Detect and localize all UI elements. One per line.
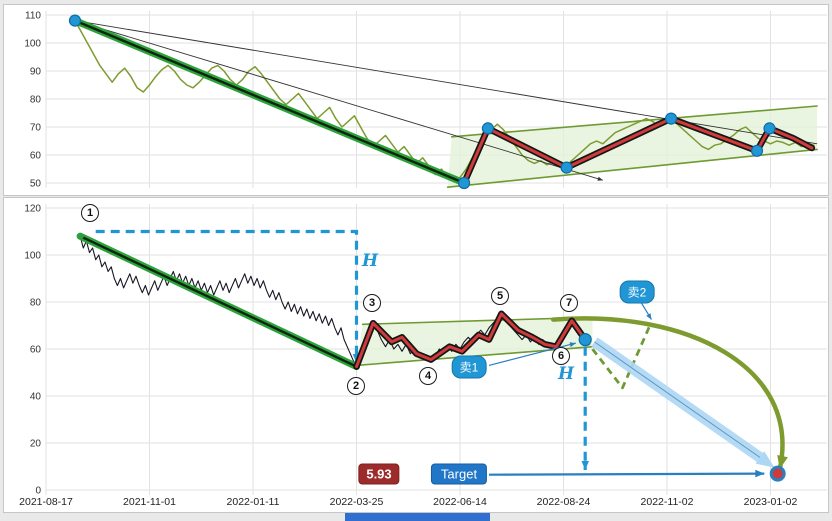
sell-2-badge[interactable]: 卖2 (619, 280, 655, 304)
x-axis-tick-label: 2022-03-25 (330, 496, 384, 508)
y-axis-tick-label: 60 (30, 345, 42, 356)
target-label-box[interactable]: Target (430, 463, 488, 485)
downtrend-line-core (73, 19, 466, 185)
pivot-markers (458, 176, 471, 190)
pivot-markers (481, 122, 494, 135)
pivot-markers (560, 161, 573, 174)
fan-line-b (74, 20, 603, 181)
projection-zigzag (584, 323, 652, 390)
height-measure-label-1: H (361, 251, 379, 271)
pivot-markers (664, 112, 678, 125)
height-measure-label-2: H (557, 364, 575, 384)
x-axis-tick-label: 2023-01-02 (744, 496, 798, 508)
channel-upper-line (450, 105, 818, 138)
sell-1-badge[interactable]: 卖1 (451, 355, 487, 379)
wave-label-5[interactable]: 5 (491, 287, 509, 305)
wave-label-3[interactable]: 3 (363, 294, 381, 312)
y-axis-tick-label: 40 (30, 392, 42, 403)
arrowhead (755, 469, 765, 478)
overview-chart-panel[interactable]: 110 100 90 80 70 60 50 (3, 4, 829, 196)
arrowhead (646, 313, 652, 320)
wave-label-6[interactable]: 6 (552, 347, 570, 365)
y-axis-tick-label: 120 (24, 204, 41, 215)
y-axis-tick-label: 20 (30, 439, 42, 450)
x-axis-tick-label: 2022-11-02 (641, 496, 694, 508)
x-axis-tick-label: 2022-01-11 (227, 496, 280, 508)
x-axis-tick-label: 2022-06-14 (433, 496, 487, 508)
y-axis-tick-label: 70 (30, 123, 42, 134)
wave-label-4[interactable]: 4 (419, 367, 437, 385)
x-axis-tick-label: 2021-11-01 (123, 496, 176, 508)
pivot-markers (68, 14, 82, 27)
arrowhead (777, 455, 788, 469)
y-axis-tick-label: 100 (24, 39, 41, 50)
measure-h1 (95, 229, 359, 364)
y-axis-tick-label: 100 (24, 251, 41, 262)
curved-projection-arrow (550, 316, 785, 472)
target-price-box[interactable]: 5.93 (358, 463, 400, 485)
y-axis-tick-label: 90 (30, 67, 42, 78)
x-axis-tick-label: 2022-08-24 (537, 496, 591, 508)
channel-fill (447, 106, 818, 188)
taskbar-fragment[interactable] (345, 513, 490, 521)
y-axis-tick-label: 80 (30, 95, 42, 106)
main-chart-panel[interactable]: 120 100 80 60 40 20 0 2021-08-17 2021-11-01 2022-… (3, 197, 829, 513)
pivot-markers (750, 144, 764, 157)
y-axis-tick-label: 80 (30, 298, 42, 309)
y-axis-tick-label: 110 (25, 11, 41, 22)
target-dot (769, 465, 786, 482)
pivot-markers (763, 122, 776, 135)
arrowhead (569, 342, 576, 348)
current-price-dot (578, 333, 592, 347)
target-arrow (488, 472, 765, 476)
overview-chart-canvas: 110 100 90 80 70 60 50 (24, 11, 827, 190)
arrowhead (755, 451, 775, 468)
y-axis-tick-label: 50 (30, 179, 42, 190)
wave-label-2[interactable]: 2 (347, 377, 365, 395)
wave-label-1[interactable]: 1 (81, 204, 99, 222)
wave-label-7[interactable]: 7 (560, 294, 578, 312)
arrowhead (597, 176, 603, 181)
grid (45, 11, 827, 188)
y-axis-tick-label: 0 (35, 486, 41, 497)
major-downtrend-line-core (78, 235, 358, 368)
x-axis-tick-label: 2021-08-17 (19, 496, 73, 508)
sell1-arrow (488, 342, 577, 366)
y-axis-tick-label: 60 (30, 151, 42, 162)
wave-zigzag-core (355, 312, 587, 369)
wave-zigzag-core (462, 117, 814, 185)
decline-block-arrow-core (594, 341, 762, 459)
fan-line-a (74, 20, 818, 145)
arrowhead (581, 461, 589, 470)
trend-start-dot (76, 232, 84, 240)
